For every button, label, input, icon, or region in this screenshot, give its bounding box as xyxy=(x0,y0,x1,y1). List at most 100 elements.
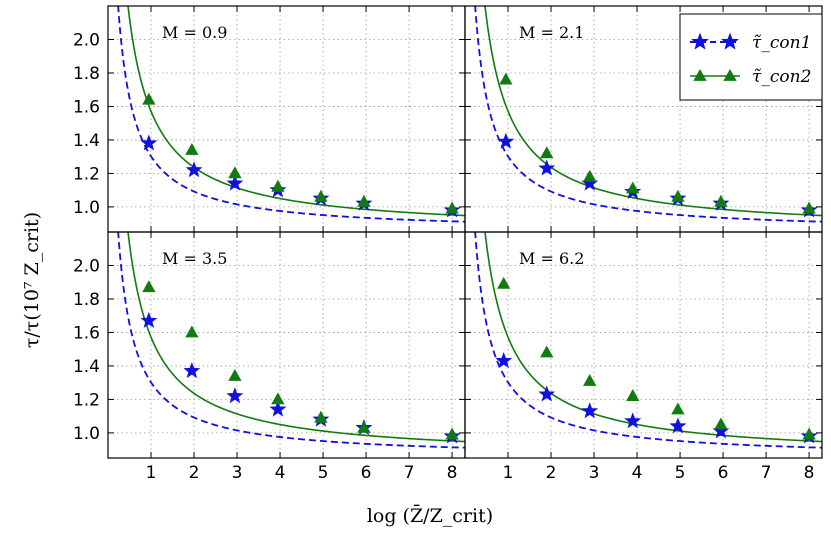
con2-triangle-point xyxy=(142,92,156,105)
y-tick-label: 1.4 xyxy=(73,357,100,377)
con2-triangle-point xyxy=(626,181,640,194)
con2-triangle-point xyxy=(185,142,199,155)
y-tick-label: 2.0 xyxy=(73,256,100,276)
con1-star-point xyxy=(183,362,201,379)
con2-triangle-point xyxy=(445,427,459,440)
y-tick-label: 1.6 xyxy=(73,97,100,117)
con2-triangle-point xyxy=(357,420,371,433)
con2-triangle-point xyxy=(671,402,685,415)
legend-con2-triangle-marker-left xyxy=(693,69,707,81)
con2-triangle-point xyxy=(583,169,597,182)
legend-con1-label: τ̃_con1 xyxy=(752,33,811,53)
con2-triangle-point xyxy=(357,194,371,207)
con2-triangle-point xyxy=(540,345,554,358)
con2-curve xyxy=(484,232,822,443)
con1-star-point xyxy=(140,311,158,328)
con2-triangle-point xyxy=(802,427,816,440)
con1-star-point xyxy=(140,134,158,151)
y-tick-label: 1.4 xyxy=(73,131,100,151)
con1-star-point xyxy=(624,412,642,429)
con1-star-point xyxy=(538,159,556,176)
y-tick-label: 1.6 xyxy=(73,323,100,343)
con1-star-point xyxy=(497,132,515,149)
y-tick-label: 1.2 xyxy=(73,164,100,184)
con1-star-point xyxy=(226,387,244,404)
x-tick-label: 1 xyxy=(503,463,514,483)
con1-star-point xyxy=(581,402,599,419)
con2-triangle-point xyxy=(671,189,685,202)
x-tick-label: 1 xyxy=(146,463,157,483)
y-axis-title: τ/τ(10⁷ Z_crit) xyxy=(21,212,43,348)
con2-triangle-point xyxy=(271,392,285,405)
con1-curve xyxy=(117,232,465,449)
x-tick-label: 8 xyxy=(804,463,815,483)
legend: τ̃_con1 τ̃_con2 xyxy=(679,13,823,101)
con2-triangle-point xyxy=(228,166,242,179)
panel-ticks xyxy=(108,6,465,232)
con2-triangle-point xyxy=(497,276,511,289)
panel-mass-label: M = 0.9 xyxy=(162,23,227,42)
con2-curve xyxy=(127,6,465,217)
con1-star-point xyxy=(226,174,244,191)
panel-ticks xyxy=(108,232,465,458)
con1-series xyxy=(495,352,818,444)
con2-triangle-point xyxy=(802,201,816,214)
con2-triangle-point xyxy=(142,280,156,293)
panel-mass-label: M = 3.5 xyxy=(162,249,227,268)
y-tick-label: 1.0 xyxy=(73,198,100,218)
x-tick-label: 5 xyxy=(675,463,686,483)
con2-triangle-point xyxy=(626,389,640,401)
x-tick-label: 2 xyxy=(546,463,557,483)
con2-triangle-point xyxy=(314,189,328,202)
legend-con2-label: τ̃_con2 xyxy=(752,67,811,87)
y-tick-label: 1.8 xyxy=(73,290,100,310)
panel-grid xyxy=(108,232,465,458)
legend-con1-star-marker-right xyxy=(721,32,739,50)
panel-grid xyxy=(465,232,822,458)
con2-triangle-point xyxy=(314,410,328,423)
con1-star-point xyxy=(538,385,556,402)
panel-curves xyxy=(474,6,822,223)
x-tick-label: 4 xyxy=(275,463,286,483)
con1-series xyxy=(497,132,818,218)
panel-curves xyxy=(117,6,465,223)
con1-star-point xyxy=(185,161,203,178)
con1-star-point xyxy=(669,417,687,434)
panel-3: 1.0 1.2 1.4 1.6 1.8 2.0 1 2 3 4 5 6 7 8 M = 3.5 xyxy=(73,231,466,483)
x-tick-label: 3 xyxy=(232,463,243,483)
x-tick-label: 4 xyxy=(632,463,643,483)
panel-grid xyxy=(108,6,465,232)
panel-mass-label: M = 6.2 xyxy=(519,249,584,268)
y-tick-label: 1.8 xyxy=(73,64,100,84)
x-tick-label: 5 xyxy=(318,463,329,483)
con2-triangle-point xyxy=(228,368,242,381)
con2-curve xyxy=(484,6,822,217)
con2-triangle-point xyxy=(714,194,728,207)
con2-triangle-point xyxy=(185,325,199,338)
con1-star-point xyxy=(495,352,513,369)
con2-triangle-point xyxy=(583,373,597,386)
x-tick-label: 8 xyxy=(447,463,458,483)
y-tick-label: 1.0 xyxy=(73,424,100,444)
panel-curves xyxy=(474,232,822,449)
con2-triangle-point xyxy=(445,201,459,214)
x-tick-label: 2 xyxy=(189,463,200,483)
panel-frame xyxy=(464,231,823,459)
panel-ticks xyxy=(465,232,822,458)
con1-series xyxy=(140,134,461,218)
legend-con2-triangle-marker-right xyxy=(723,69,737,81)
con1-curve xyxy=(117,6,465,223)
con2-triangle-point xyxy=(540,146,554,159)
y-tick-label: 1.2 xyxy=(73,390,100,410)
panel-curves xyxy=(117,232,465,449)
con2-triangle-point xyxy=(271,179,285,192)
con1-curve xyxy=(474,6,822,223)
con1-star-point xyxy=(269,400,287,417)
con2-curve xyxy=(127,232,465,443)
con2-triangle-point xyxy=(499,72,513,85)
x-tick-label: 7 xyxy=(761,463,772,483)
con2-series xyxy=(142,92,459,214)
x-axis-title: log (Z̄/Z_crit) xyxy=(367,504,493,527)
x-tick-label: 6 xyxy=(718,463,729,483)
